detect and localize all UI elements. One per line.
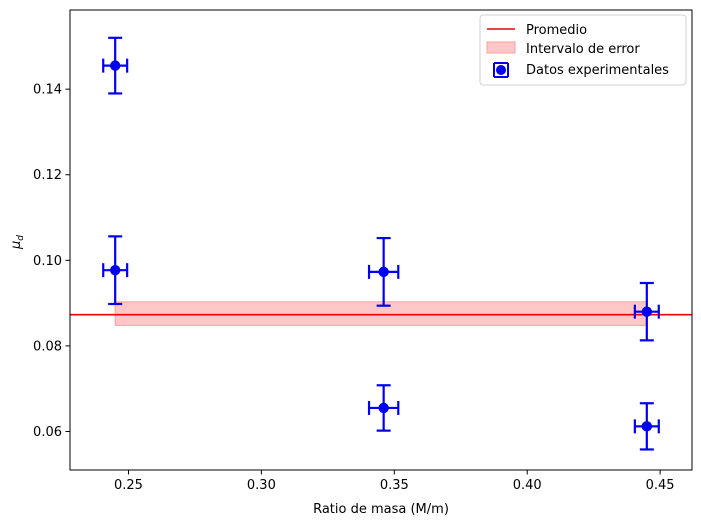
legend-mean-line-label: Promedio [526, 23, 587, 38]
legend-error-band-label: Intervalo de error [526, 42, 640, 57]
legend-data-swatch [493, 62, 509, 78]
x-tick-label: 0.35 [380, 478, 409, 493]
y-tick-label: 0.14 [33, 83, 62, 98]
data-marker [378, 402, 389, 414]
legend-error-band-swatch [486, 41, 516, 54]
data-point-1 [102, 36, 129, 95]
y-tick-label: 0.12 [33, 168, 62, 183]
axes-layer [69, 9, 693, 471]
data-point-5 [633, 281, 660, 342]
y-tick-label: 0.08 [33, 339, 62, 354]
x-tick-label: 0.25 [114, 478, 143, 493]
data-point-2 [102, 235, 129, 306]
legend: Promedio Intervalo de error Datos experi… [479, 14, 687, 86]
x-tick-label: 0.45 [646, 478, 675, 493]
y-axis-label: μd [9, 235, 26, 250]
data-marker [641, 306, 653, 317]
data-marker [109, 264, 121, 276]
y-axis-label-sub: d [16, 235, 26, 241]
y-tick-label: 0.06 [33, 425, 62, 440]
legend-data-label: Datos experimentales [526, 63, 669, 78]
data-point-6 [633, 402, 660, 451]
data-point-4 [367, 384, 400, 432]
x-tick-label: 0.40 [513, 478, 542, 493]
data-marker [378, 266, 389, 278]
data-marker [641, 421, 653, 432]
y-axis-label-main: μ [9, 241, 24, 250]
y-tick-label: 0.10 [33, 254, 62, 269]
legend-box [479, 14, 687, 86]
x-axis-label: Ratio de masa (M/m) [313, 502, 449, 517]
data-point-3 [367, 236, 400, 307]
data-points-layer [102, 36, 660, 451]
data-marker [109, 60, 121, 71]
x-tick-label: 0.30 [247, 478, 276, 493]
ticks-layer: 0.25 0.30 0.35 0.40 0.45 0.06 0.08 0.10 0.12 0.14 [33, 83, 675, 493]
plot-frame [69, 9, 693, 471]
